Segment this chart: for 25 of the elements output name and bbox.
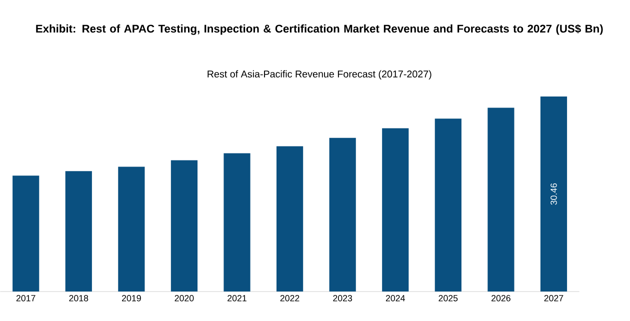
bar — [488, 108, 514, 292]
x-tick-label: 2027 — [544, 294, 564, 302]
x-tick-label: 2025 — [438, 294, 458, 302]
bar — [329, 138, 356, 292]
x-tick-label: 2017 — [16, 294, 36, 302]
bar — [118, 166, 145, 292]
bar — [65, 171, 92, 292]
bar — [434, 118, 462, 292]
data-label: 30.46 — [550, 183, 557, 205]
bar — [224, 153, 250, 292]
x-tick-label: 2020 — [174, 294, 194, 302]
bar — [276, 146, 304, 292]
x-tick-label: 2023 — [333, 294, 352, 302]
x-tick-label: 2018 — [69, 294, 88, 302]
x-tick-label: 2022 — [280, 294, 300, 302]
bar — [540, 96, 568, 292]
x-tick-label: 2026 — [492, 294, 510, 302]
bar — [170, 160, 198, 292]
bar — [382, 128, 409, 292]
x-tick-label: 2021 — [228, 294, 246, 302]
x-tick-label: 2019 — [122, 294, 141, 302]
chart-subtitle: Rest of Asia-Pacific Revenue Forecast (2017-2027) — [208, 70, 432, 80]
chart-title: Exhibit: Rest of APAC Testing, Inspection & Certification Market Revenue and Forecasts to 2027 (US$ Bn) — [36, 24, 603, 35]
x-tick-label: 2024 — [386, 294, 405, 302]
bar — [12, 176, 40, 292]
